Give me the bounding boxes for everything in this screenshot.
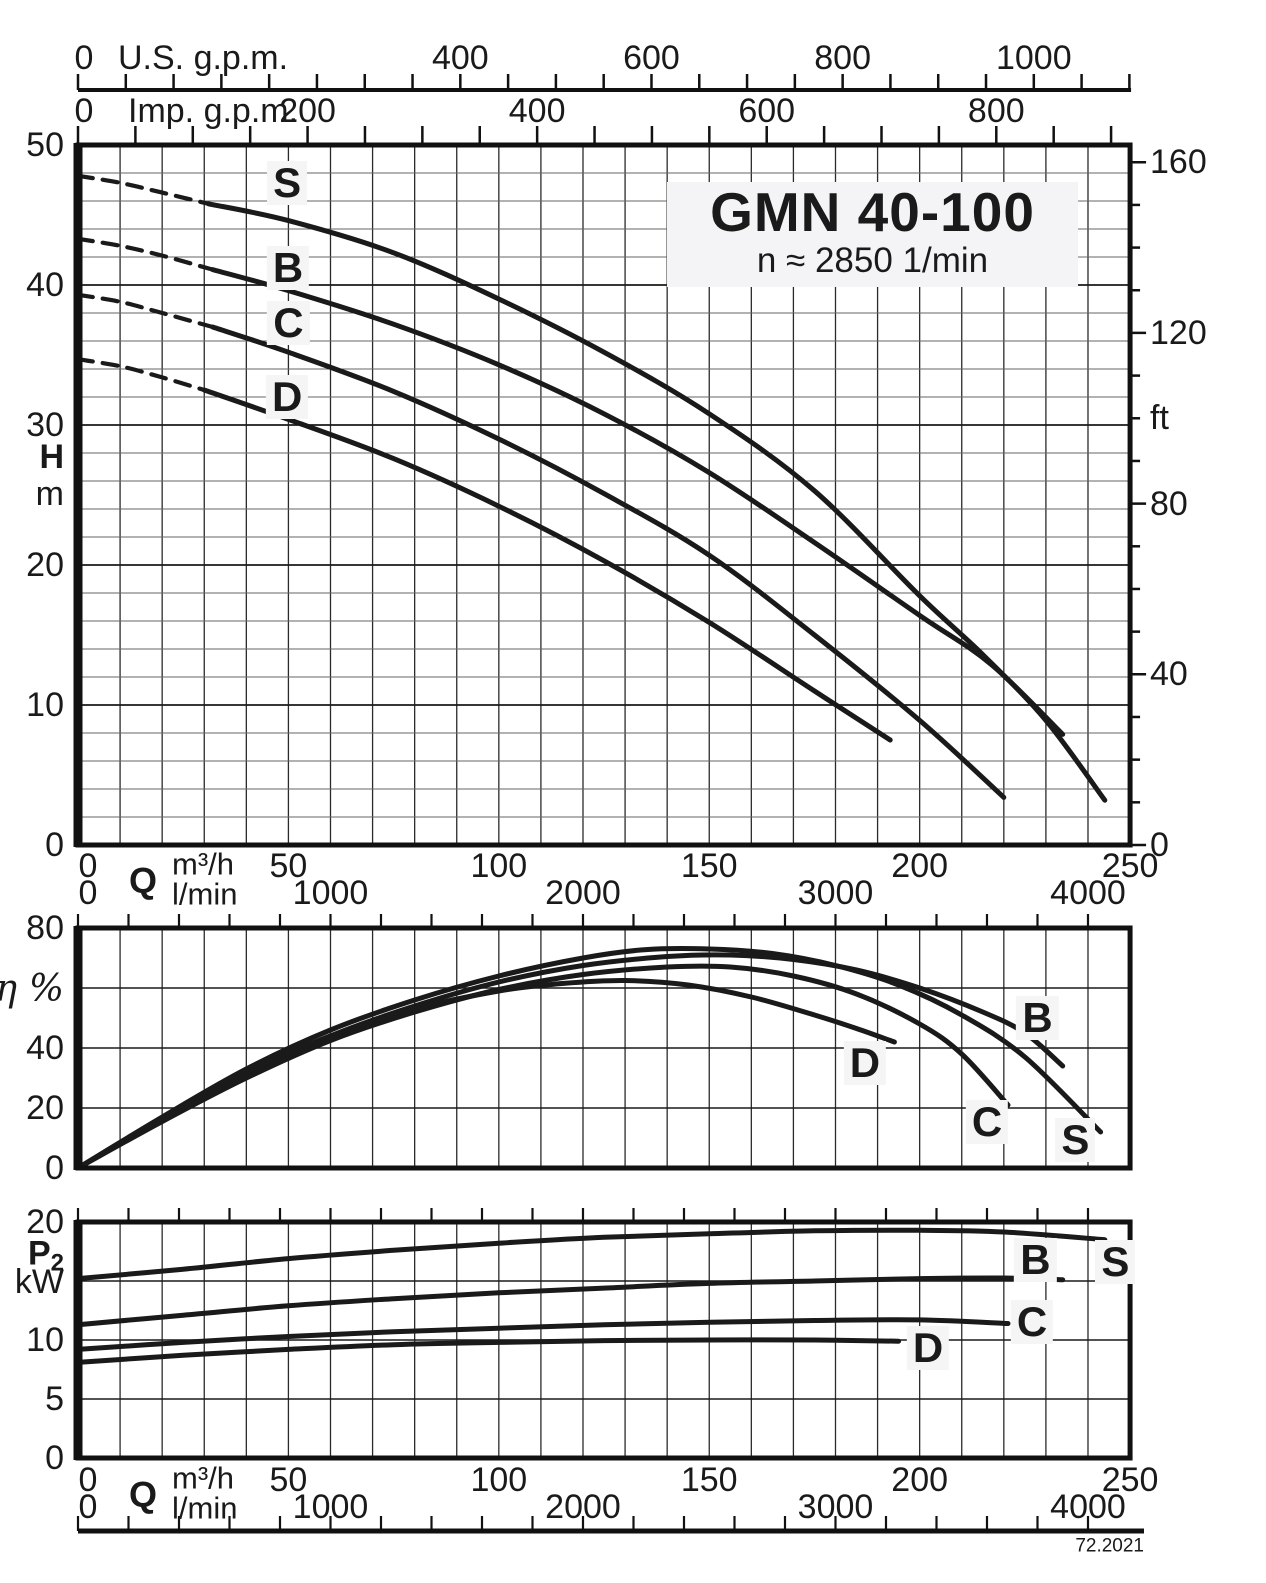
us-gpm-tick-label: 400	[431, 39, 489, 77]
imp-gpm-tick-label: 800	[967, 92, 1025, 130]
head-curve-label-D: D	[265, 375, 309, 419]
q-m3h-tick-label-1: 150	[680, 1461, 738, 1499]
head-ft-axis-label: 160	[1150, 143, 1207, 182]
q-lmin-tick-label-1: 1000	[292, 1488, 369, 1526]
pump-model-title: GMN 40-100	[710, 181, 1035, 243]
q-lmin-tick-label-1: 4000	[1050, 1488, 1126, 1526]
power-curve-label-S: S	[1095, 1240, 1136, 1285]
power-y-axis-label: 20	[26, 1203, 64, 1241]
head-curve-label-C: C	[267, 300, 310, 345]
efficiency-curve-label-B: B	[1016, 996, 1059, 1040]
q-m3h-tick-label-1: 200	[891, 1461, 949, 1499]
q-m3h-tick-label-0: 50	[269, 847, 308, 885]
q-m3h-tick-label-0: 100	[470, 847, 528, 885]
q-lmin-tick-label-0: 1000	[292, 874, 369, 912]
head-ft-axis-label: 120	[1150, 313, 1207, 352]
efficiency-y-axis-label: 40	[26, 1029, 64, 1067]
q-unit-lmin-1: l/min	[172, 876, 238, 912]
efficiency-y-axis-label: 20	[26, 1089, 64, 1127]
us-gpm-tick-label: 800	[814, 39, 872, 77]
q-lmin-tick-label-0: 0	[78, 874, 98, 912]
power-curve-label-C: C	[1010, 1300, 1054, 1345]
head-ft-axis-label: 80	[1150, 484, 1188, 523]
q-m3h-tick-label-0: 200	[891, 847, 949, 885]
power-y-axis-label: P2	[27, 1234, 64, 1277]
us-gpm-tick-label: 0	[74, 39, 94, 77]
q-symbol-2: Q	[128, 1474, 158, 1515]
q-m3h-tick-label-0: 250	[1101, 847, 1159, 885]
us-gpm-tick-label: 600	[623, 39, 680, 77]
title-box: GMN 40-100 n ≈ 2850 1/min	[667, 182, 1078, 287]
q-m3h-tick-label-1: 250	[1101, 1461, 1159, 1499]
power-curve-label-D: D	[906, 1326, 950, 1371]
head-y-axis-label: 20	[26, 546, 64, 584]
efficiency-y-axis-label: η %	[0, 966, 64, 1010]
imp-gpm-tick-label: 200	[279, 92, 336, 130]
q-m3h-tick-label-1: 100	[470, 1461, 528, 1499]
head-y-axis-label: H	[39, 438, 64, 477]
head-ft-axis-label: 0	[1150, 826, 1169, 864]
q-m3h-tick-label-1: 50	[269, 1461, 308, 1499]
q-unit-m3h-2: m³/h	[172, 1460, 234, 1496]
q-lmin-tick-label-1: 3000	[797, 1488, 874, 1526]
q-m3h-tick-label-1: 0	[78, 1461, 98, 1499]
q-lmin-tick-label-0: 3000	[797, 874, 874, 912]
document-code: 72.2021	[1075, 1535, 1144, 1557]
head-y-axis-label: 10	[26, 686, 64, 724]
head-ft-axis-label: ft	[1150, 399, 1169, 438]
us-gpm-axis-title: U.S. g.p.m.	[118, 39, 289, 77]
efficiency-y-axis-label: 80	[26, 909, 64, 947]
efficiency-curve-label-C: C	[965, 1100, 1009, 1145]
head-y-axis-label: m	[35, 474, 64, 513]
us-gpm-tick-label: 1000	[995, 39, 1072, 77]
pump-speed-subtitle: n ≈ 2850 1/min	[756, 240, 989, 280]
q-unit-lmin-2: l/min	[172, 1490, 238, 1526]
power-curve-label-B: B	[1014, 1237, 1057, 1282]
q-lmin-tick-label-0: 2000	[545, 874, 621, 912]
imp-gpm-tick-label: 600	[738, 92, 796, 130]
q-lmin-tick-label-1: 0	[78, 1488, 98, 1526]
imp-gpm-tick-label: 0	[74, 92, 94, 130]
head-y-axis-label: 50	[26, 126, 64, 164]
power-y-axis-label: kW	[14, 1263, 64, 1302]
head-y-axis-label: 30	[26, 406, 64, 444]
efficiency-curve-label-S: S	[1055, 1118, 1096, 1163]
q-m3h-tick-label-0: 150	[680, 847, 738, 885]
efficiency-y-axis-label: 0	[45, 1149, 64, 1187]
q-lmin-tick-label-0: 4000	[1050, 874, 1126, 912]
power-y-axis-label: 5	[45, 1380, 64, 1418]
head-curve-label-B: B	[266, 246, 310, 291]
q-symbol-1: Q	[128, 860, 158, 901]
q-lmin-tick-label-1: 2000	[545, 1488, 621, 1526]
power-y-axis-label: 0	[45, 1439, 64, 1477]
head-ft-axis-label: 40	[1150, 655, 1188, 694]
imp-gpm-axis-title: Imp. g.p.m.	[128, 92, 299, 130]
imp-gpm-tick-label: 400	[508, 92, 566, 130]
q-m3h-tick-label-0: 0	[78, 847, 98, 885]
head-curve-label-S: S	[267, 160, 308, 205]
head-y-axis-label: 0	[45, 826, 64, 864]
power-y-axis-label: 10	[26, 1321, 64, 1359]
head-y-axis-label: 40	[26, 266, 64, 304]
q-unit-m3h-1: m³/h	[172, 846, 234, 882]
efficiency-curve-label-D: D	[843, 1041, 887, 1085]
